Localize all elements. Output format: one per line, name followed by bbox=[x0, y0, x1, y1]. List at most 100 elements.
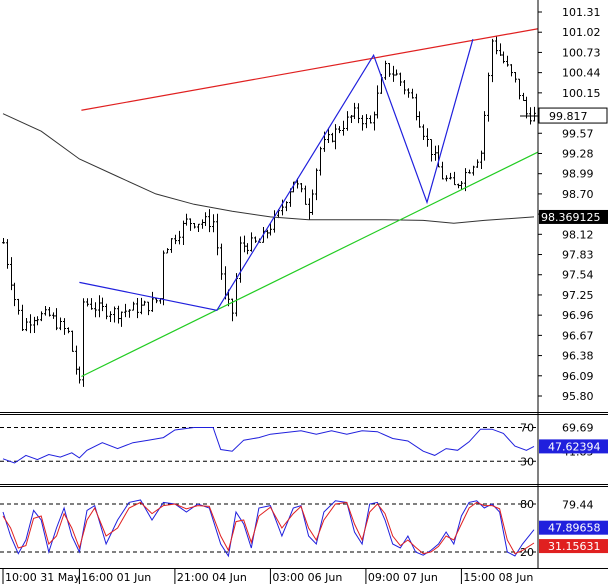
stochastic-axis-label: 79.44 bbox=[562, 498, 594, 511]
ohlc-bar bbox=[266, 229, 269, 239]
price-tick-label: 101.02 bbox=[562, 26, 601, 39]
price-tick-label: 97.83 bbox=[562, 249, 594, 262]
ohlc-bar bbox=[197, 223, 200, 233]
ohlc-bar bbox=[136, 298, 139, 319]
ohlc-bar bbox=[342, 120, 345, 136]
ohlc-bar bbox=[151, 291, 154, 312]
ohlc-bar bbox=[10, 257, 13, 291]
ohlc-bar bbox=[472, 165, 475, 176]
ohlc-bar bbox=[281, 199, 284, 216]
price-tick-label: 98.99 bbox=[562, 168, 594, 181]
zigzag-line bbox=[79, 39, 474, 311]
ohlc-bar bbox=[71, 330, 74, 352]
ohlc-bar bbox=[300, 183, 303, 193]
ohlc-bar bbox=[254, 236, 257, 243]
ohlc-bar bbox=[510, 64, 513, 77]
ohlc-bar bbox=[415, 93, 418, 121]
rsi-line bbox=[2, 427, 535, 464]
ohlc-bar bbox=[491, 38, 494, 83]
ohlc-bar bbox=[403, 79, 406, 95]
ohlc-bar bbox=[36, 316, 39, 326]
ohlc-bar bbox=[369, 115, 372, 124]
ohlc-bar bbox=[502, 51, 505, 64]
ohlc-bar bbox=[90, 298, 93, 310]
price-tick-label: 100.73 bbox=[562, 46, 601, 59]
ma-value-tag: 98.369125 bbox=[541, 211, 601, 224]
rsi-level-label: 70 bbox=[520, 421, 534, 434]
ohlc-bar bbox=[67, 327, 70, 334]
price-panel bbox=[2, 28, 539, 387]
ohlc-bar bbox=[331, 132, 334, 143]
time-tick-label: 10:00 31 May bbox=[5, 571, 81, 584]
ohlc-bar bbox=[246, 243, 249, 255]
ohlc-bar bbox=[94, 302, 97, 318]
ohlc-bar bbox=[182, 220, 185, 246]
ohlc-bar bbox=[285, 201, 288, 212]
ohlc-bar bbox=[449, 172, 452, 180]
ohlc-bar bbox=[457, 183, 460, 189]
ohlc-bar bbox=[52, 312, 55, 319]
ohlc-bar bbox=[357, 103, 360, 124]
last-price-tag: 99.817 bbox=[549, 110, 588, 123]
ohlc-bar bbox=[353, 102, 356, 119]
ohlc-bar bbox=[334, 124, 337, 150]
rsi-level-label: 30 bbox=[520, 455, 534, 468]
stochastic-level-label: 80 bbox=[520, 498, 534, 511]
rsi-panel: 70 30 bbox=[0, 421, 538, 468]
ohlc-bar bbox=[495, 35, 498, 55]
ohlc-bar bbox=[269, 223, 272, 236]
rsi-value-tag: 47.62394 bbox=[548, 440, 601, 453]
ohlc-bar bbox=[514, 72, 517, 83]
ohlc-bar bbox=[407, 88, 410, 98]
ohlc-bar bbox=[476, 159, 479, 168]
ohlc-bar bbox=[533, 106, 536, 122]
ohlc-bar bbox=[174, 234, 177, 245]
price-tick-label: 98.12 bbox=[562, 228, 594, 241]
ohlc-bar bbox=[304, 185, 307, 205]
ohlc-bar bbox=[86, 298, 89, 307]
ohlc-bar bbox=[113, 306, 116, 323]
price-tick-label: 97.54 bbox=[562, 269, 594, 282]
ohlc-bar bbox=[388, 63, 391, 77]
ohlc-bar bbox=[483, 111, 486, 161]
price-tick-label: 95.80 bbox=[562, 390, 594, 403]
ohlc-bar bbox=[120, 311, 123, 327]
price-tick-label: 97.25 bbox=[562, 289, 594, 302]
ohlc-bar bbox=[44, 306, 47, 316]
ohlc-bar bbox=[487, 72, 490, 122]
ohlc-bar bbox=[418, 111, 421, 128]
ohlc-bar bbox=[201, 219, 204, 229]
ohlc-bar bbox=[499, 43, 502, 56]
ohlc-bar bbox=[518, 78, 521, 100]
ohlc-bar bbox=[25, 317, 28, 332]
time-tick-label: 09:00 07 Jun bbox=[368, 571, 438, 584]
ohlc-bar bbox=[124, 303, 127, 318]
price-tick-label: 96.38 bbox=[562, 350, 594, 363]
ohlc-bar bbox=[98, 295, 101, 318]
ohlc-bar bbox=[350, 115, 353, 124]
price-tick-label: 100.15 bbox=[562, 87, 601, 100]
ohlc-bar bbox=[525, 96, 528, 119]
ohlc-bar bbox=[17, 298, 20, 315]
lower-trendline bbox=[81, 151, 539, 378]
time-tick-label: 16:00 01 Jun bbox=[81, 571, 151, 584]
ohlc-bar bbox=[338, 126, 341, 134]
stochastic-signal-line bbox=[2, 501, 535, 555]
ohlc-bar bbox=[220, 243, 223, 280]
last-price-tag-box bbox=[538, 107, 608, 124]
time-tick-label: 21:00 04 Jun bbox=[177, 571, 247, 584]
ohlc-bar bbox=[346, 111, 349, 131]
stochastic-value-tag-box bbox=[539, 539, 608, 554]
ohlc-bar bbox=[384, 60, 387, 80]
ohlc-bar bbox=[319, 146, 322, 176]
time-tick-label: 15:00 08 Jun bbox=[463, 571, 533, 584]
ohlc-bar bbox=[395, 69, 398, 76]
price-tick-label: 101.31 bbox=[562, 6, 601, 19]
ohlc-bar bbox=[166, 248, 169, 254]
stochastic-value-tag: 31.15631 bbox=[548, 540, 601, 553]
ohlc-bar bbox=[193, 222, 196, 229]
price-tick-label: 96.96 bbox=[562, 309, 594, 322]
